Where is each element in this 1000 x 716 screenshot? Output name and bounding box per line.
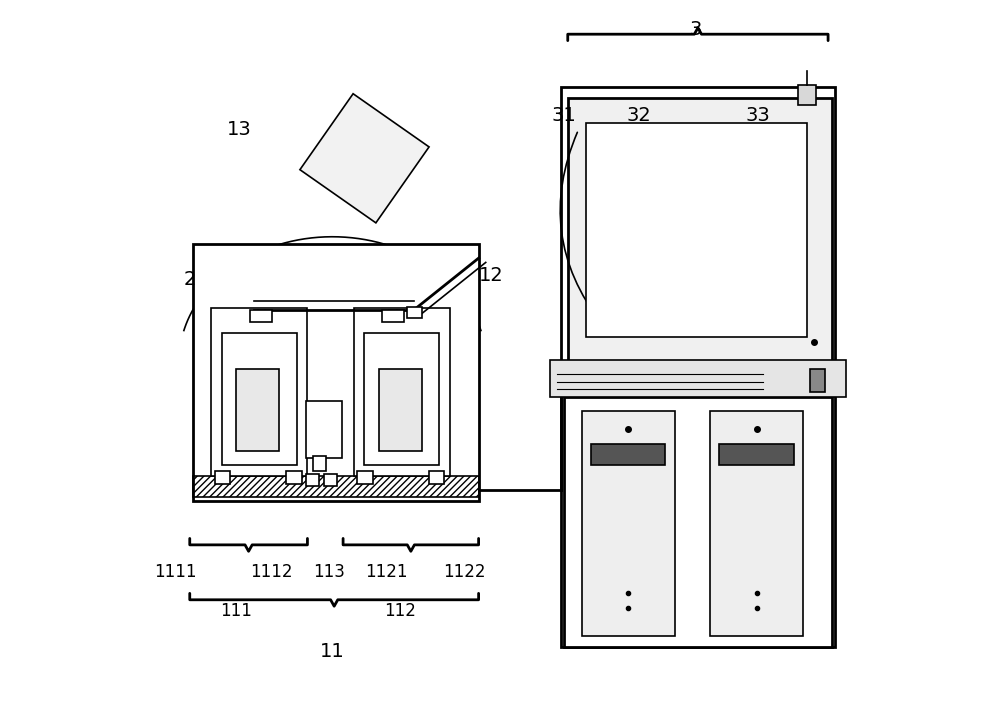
Text: 33: 33 (746, 106, 771, 125)
Text: 1112: 1112 (251, 563, 293, 581)
Bar (582, 412, 675, 636)
Bar (407, 307, 422, 318)
Text: 1111: 1111 (154, 563, 197, 581)
Bar (429, 471, 444, 484)
Bar (798, 84, 816, 105)
Text: 2: 2 (184, 270, 196, 289)
Bar (810, 369, 825, 392)
Bar (591, 444, 665, 465)
Bar (550, 360, 846, 397)
Bar (586, 122, 807, 337)
Text: 31: 31 (552, 106, 577, 125)
Bar (300, 94, 429, 223)
Bar (354, 308, 450, 475)
Bar (306, 401, 342, 458)
Bar (564, 397, 832, 647)
Text: 13: 13 (227, 120, 252, 140)
Bar (215, 471, 230, 484)
Bar (364, 333, 439, 465)
Text: 32: 32 (627, 106, 651, 125)
Text: 12: 12 (479, 266, 504, 286)
Bar (568, 97, 832, 362)
Bar (710, 412, 803, 636)
Bar (236, 369, 279, 450)
Bar (211, 308, 307, 475)
Text: 111: 111 (220, 602, 252, 620)
Bar (306, 474, 319, 485)
Text: 1121: 1121 (365, 563, 407, 581)
Bar (313, 456, 326, 470)
Bar (324, 474, 337, 485)
Bar (382, 309, 404, 322)
Text: 113: 113 (313, 563, 345, 581)
Bar (193, 475, 479, 497)
Text: 112: 112 (384, 602, 416, 620)
Bar (286, 471, 302, 484)
Bar (250, 309, 272, 322)
Bar (193, 244, 479, 500)
Bar (561, 87, 835, 647)
Text: 3: 3 (690, 21, 702, 39)
Bar (379, 369, 422, 450)
Bar (719, 444, 794, 465)
Bar (222, 333, 297, 465)
Text: 1122: 1122 (443, 563, 486, 581)
Bar (357, 471, 373, 484)
Text: 11: 11 (320, 642, 345, 662)
